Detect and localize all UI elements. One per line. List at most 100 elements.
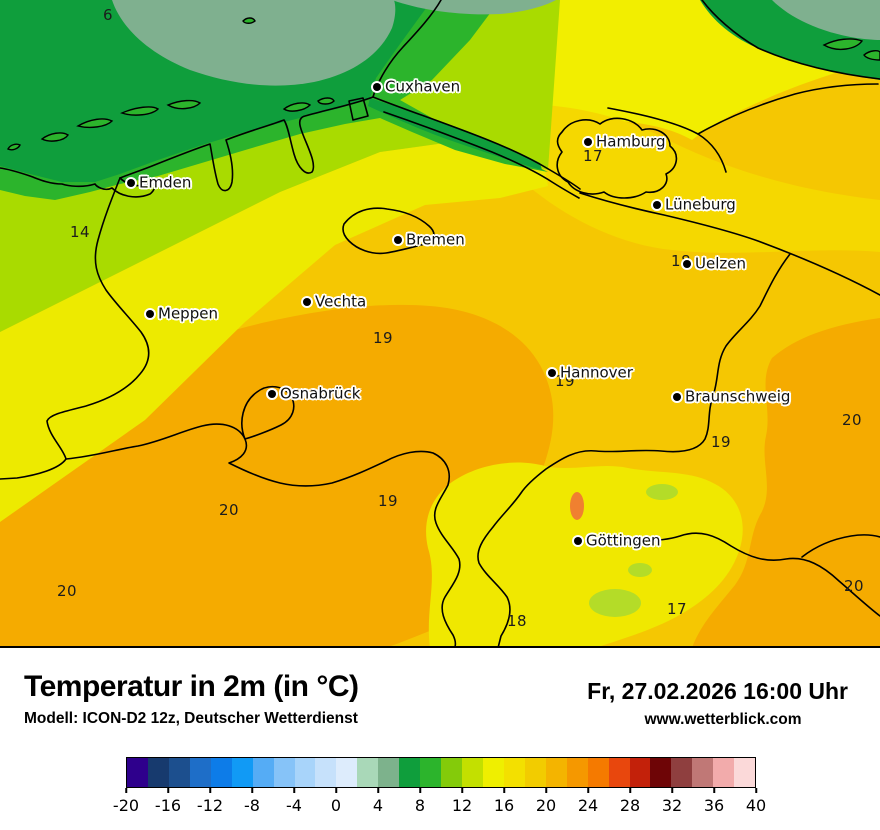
forecast-datetime: Fr, 27.02.2026 16:00 Uhr — [587, 678, 848, 704]
colorbar-segment — [608, 758, 630, 787]
model-info: Modell: ICON-D2 12z, Deutscher Wetterdie… — [24, 710, 358, 727]
colorbar-segment — [336, 758, 358, 787]
border-southeast-fork — [801, 534, 880, 558]
river-elbe — [579, 192, 880, 296]
colorbar-segment — [503, 758, 525, 787]
colorbar-segment — [357, 758, 379, 787]
colorbar-segment — [629, 758, 651, 787]
colorbar-segment — [189, 758, 211, 787]
coastline-baltic — [701, 0, 880, 80]
page-title: Temperatur in 2m (in °C) — [24, 670, 359, 703]
colorbar-segment — [147, 758, 169, 787]
colorbar-tickmark — [461, 788, 463, 793]
colorbar-tick-label: 32 — [661, 796, 683, 815]
region-orange-spot — [570, 492, 584, 520]
colorbar-segment — [587, 758, 609, 787]
colorbar-segment — [420, 758, 442, 787]
border-schleswig — [697, 83, 879, 135]
colorbar-segment — [378, 758, 400, 787]
colorbar-tickmark — [209, 788, 211, 793]
colorbar-tick-label: -4 — [286, 796, 302, 815]
colorbar-tick-label: -16 — [154, 796, 182, 815]
colorbar-tick-label: 28 — [619, 796, 641, 815]
colorbar-segment — [650, 758, 672, 787]
colorbar-tickmark — [377, 788, 379, 793]
region-green-spot — [589, 589, 641, 617]
colorbar-tick-label: 20 — [535, 796, 557, 815]
colorbar-tickmark — [293, 788, 295, 793]
colorbar-segment — [692, 758, 714, 787]
map-footer-divider — [0, 646, 880, 648]
colorbar-tick-label: -12 — [196, 796, 224, 815]
colorbar-segment — [315, 758, 337, 787]
footer-panel: Temperatur in 2m (in °C) Fr, 27.02.2026 … — [0, 648, 880, 830]
border-bremen — [342, 207, 435, 255]
region-sea-gray-patch — [392, 0, 556, 15]
colorbar-gradient — [126, 757, 756, 788]
colorbar-tickmark — [629, 788, 631, 793]
colorbar-tick-label: 12 — [451, 796, 473, 815]
colorbar-tickmark — [587, 788, 589, 793]
colorbar-segment — [294, 758, 316, 787]
colorbar-segment — [482, 758, 504, 787]
colorbar-tick-label: 8 — [414, 796, 426, 815]
colorbar-tick-label: 4 — [372, 796, 384, 815]
website-url: www.wetterblick.com — [644, 711, 802, 728]
colorbar-segment — [127, 758, 148, 787]
colorbar-segment — [734, 758, 756, 787]
colorbar-tickmark — [755, 788, 757, 793]
colorbar-tick-label: 24 — [577, 796, 599, 815]
colorbar-segment — [210, 758, 232, 787]
border-nrw — [65, 423, 461, 648]
colorbar-segment — [545, 758, 567, 787]
colorbar-tickmark — [167, 788, 169, 793]
river-elbe — [383, 111, 580, 199]
temperature-field-svg — [0, 0, 880, 648]
colorbar-segment — [713, 758, 735, 787]
colorbar: -20 -16 -12 -8 -4 0 4 8 12 16 20 24 28 32 36 40 — [113, 757, 766, 827]
region-golden-hamburg — [470, 104, 880, 253]
wadden-islands — [7, 17, 880, 151]
border-osnabrueck-loop — [241, 385, 295, 440]
region-yellow-band — [0, 142, 548, 522]
region-elbe-estuary — [368, 98, 542, 170]
colorbar-tickmark — [545, 788, 547, 793]
colorbar-segment — [168, 758, 190, 787]
colorbar-tickmark — [671, 788, 673, 793]
region-yellow-south — [426, 462, 743, 648]
border-bremerhaven — [348, 97, 369, 121]
colorbar-segment — [671, 758, 693, 787]
border-hamburg — [556, 117, 678, 199]
colorbar-tick-label: 0 — [330, 796, 342, 815]
colorbar-tickmark — [503, 788, 505, 793]
colorbar-segment — [462, 758, 483, 787]
border-southeast — [600, 532, 880, 617]
region-green-spot — [628, 563, 652, 577]
region-sea-gray-patch — [772, 0, 880, 40]
colorbar-segment — [399, 758, 421, 787]
colorbar-tick-label: -8 — [244, 796, 260, 815]
colorbar-tickmark — [335, 788, 337, 793]
border-netherlands — [0, 177, 150, 480]
region-green-spot — [646, 484, 678, 500]
colorbar-tick-label: -20 — [112, 796, 140, 815]
colorbar-segment — [231, 758, 253, 787]
coastline — [372, 0, 442, 98]
colorbar-segment — [524, 758, 546, 787]
colorbar-tick-label: 16 — [493, 796, 515, 815]
colorbar-segment — [441, 758, 462, 787]
region-orange-east — [692, 318, 880, 648]
colorbar-segment — [273, 758, 295, 787]
colorbar-tick-label: 40 — [745, 796, 767, 815]
coastline — [0, 96, 374, 198]
region-sea-gray-patch — [112, 0, 396, 86]
border-east — [477, 253, 791, 648]
colorbar-segment — [252, 758, 274, 787]
colorbar-tick-label: 36 — [703, 796, 725, 815]
colorbar-tickmark — [251, 788, 253, 793]
colorbar-tickmark — [125, 788, 127, 793]
temperature-map: 6 14 17 18 19 19 19 20 19 20 20 18 17 20 Cuxhaven Hamb… — [0, 0, 880, 648]
colorbar-tickmark — [713, 788, 715, 793]
colorbar-tickmark — [419, 788, 421, 793]
